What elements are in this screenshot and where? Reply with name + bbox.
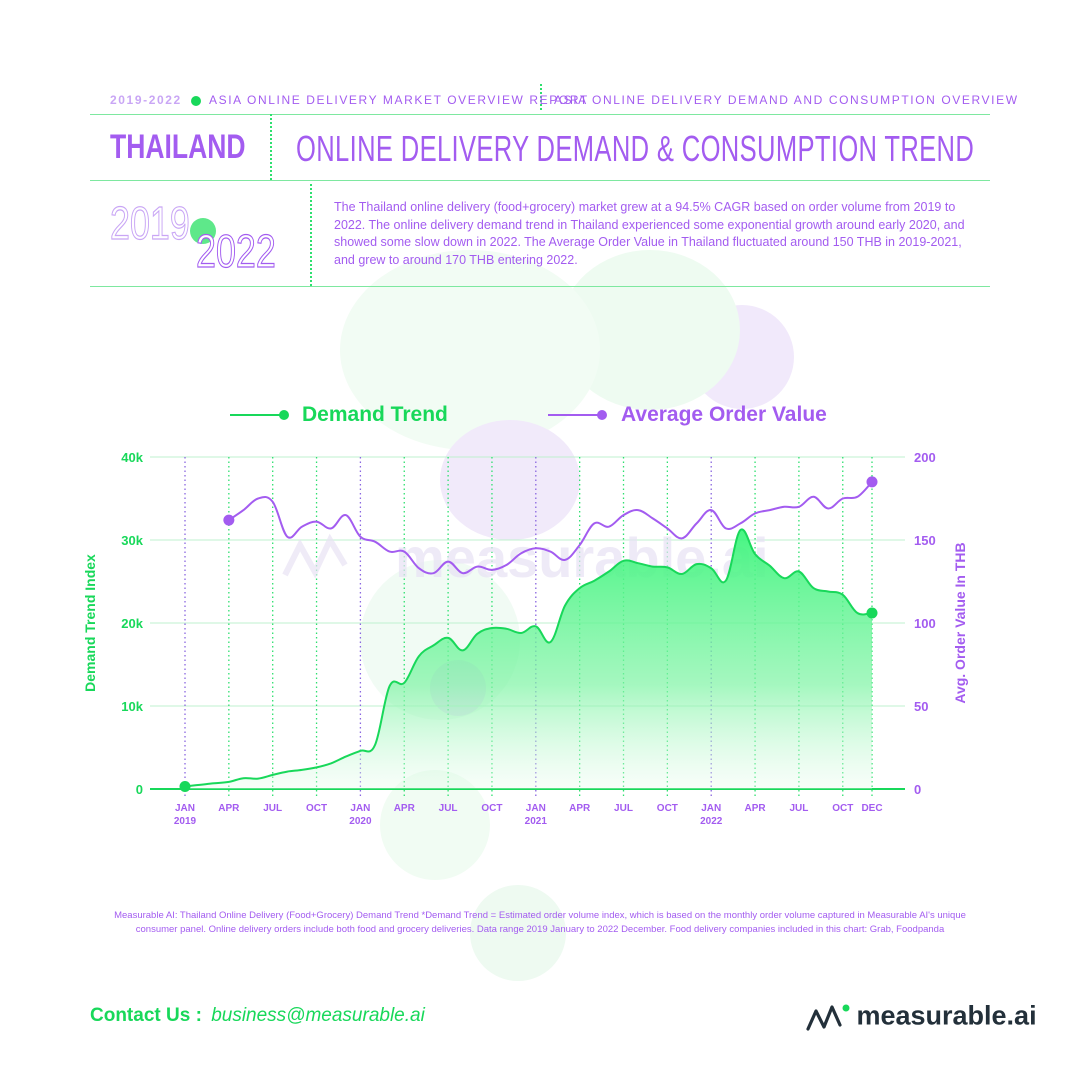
y-left-tick-label: 30k xyxy=(121,533,143,548)
contact-label: Contact Us : xyxy=(90,1005,202,1026)
header-mid-rule xyxy=(90,180,990,181)
legend-aov-swatch-icon xyxy=(548,410,607,420)
legend-demand-swatch-icon xyxy=(230,410,289,420)
aov-line xyxy=(228,481,873,575)
legend-aov xyxy=(548,401,612,434)
year-start: 2019 xyxy=(110,196,191,249)
x-tick-label: APR xyxy=(745,803,767,814)
y-left-tick-label: 0 xyxy=(136,782,143,797)
measurable-logo-icon xyxy=(806,1004,850,1031)
header-top-rule xyxy=(90,114,990,115)
x-tick-label: JUL xyxy=(614,803,633,814)
x-tick-label: DEC xyxy=(861,803,882,814)
x-tick-label: APR xyxy=(394,803,416,814)
x-tick-label: JUL xyxy=(439,803,458,814)
legend-demand xyxy=(230,401,294,434)
legend-demand-label: Demand Trend xyxy=(302,403,448,426)
y-right-tick-label: 100 xyxy=(914,616,936,631)
y-right-tick-label: 150 xyxy=(914,533,936,548)
y-right-tick-label: 0 xyxy=(914,782,921,797)
x-tick-year-label: 2020 xyxy=(349,816,372,827)
y-left-tick-label: 40k xyxy=(121,450,143,465)
country-title: THAILAND xyxy=(110,128,246,166)
demand-start-point xyxy=(179,781,191,793)
demand-area xyxy=(185,529,872,789)
year-end: 2022 xyxy=(196,224,277,277)
header-bottom-rule xyxy=(90,286,990,287)
aov-end-point xyxy=(866,476,878,488)
watermark-logo-icon xyxy=(282,533,348,579)
x-tick-label: OCT xyxy=(481,803,502,814)
year-dot-icon xyxy=(190,218,216,244)
title-divider xyxy=(270,114,272,180)
aov-start-point xyxy=(223,514,235,526)
y-left-tick-label: 20k xyxy=(121,616,143,631)
x-tick-label: JAN xyxy=(526,803,546,814)
report-title: ASIA ONLINE DELIVERY MARKET OVERVIEW REP… xyxy=(209,93,589,107)
description-divider xyxy=(310,184,312,286)
x-tick-label: JAN xyxy=(175,803,195,814)
section-title: ASIA ONLINE DELIVERY DEMAND AND CONSUMPT… xyxy=(554,93,1019,107)
legend-aov-label: Average Order Value xyxy=(621,403,827,426)
year-badge: 2019-2022 xyxy=(110,93,182,107)
y-right-tick-label: 50 xyxy=(914,699,928,714)
y-axis-left-title: Demand Trend Index xyxy=(82,554,98,692)
description-text: The Thailand online delivery (food+groce… xyxy=(334,200,965,267)
x-tick-label: JUL xyxy=(263,803,282,814)
main-title: ONLINE DELIVERY DEMAND & CONSUMPTION TRE… xyxy=(296,128,975,169)
x-tick-label: JAN xyxy=(350,803,370,814)
x-tick-label: APR xyxy=(218,803,240,814)
x-tick-label: JAN xyxy=(701,803,721,814)
x-tick-year-label: 2019 xyxy=(174,816,197,827)
brand-logo: measurable.ai xyxy=(806,999,1037,1033)
demand-line xyxy=(184,528,873,788)
header-divider xyxy=(540,84,542,110)
y-axis-right-title: Avg. Order Value In THB xyxy=(952,542,968,704)
contact-row: Contact Us : business@measurable.ai xyxy=(90,1005,425,1027)
bullet-dot-icon xyxy=(190,95,201,106)
brand-suffix: .ai xyxy=(1006,1000,1037,1031)
x-tick-label: OCT xyxy=(832,803,853,814)
chart-footnote: Measurable AI: Thailand Online Delivery … xyxy=(114,910,966,935)
contact-email-link[interactable]: business@measurable.ai xyxy=(211,1005,425,1026)
demand-end-point xyxy=(866,607,878,619)
y-left-tick-label: 10k xyxy=(121,699,143,714)
x-tick-label: JUL xyxy=(789,803,808,814)
report-title-row: 2019-2022 ASIA ONLINE DELIVERY MARKET OV… xyxy=(110,93,589,107)
y-right-tick-label: 200 xyxy=(914,450,936,465)
x-tick-year-label: 2021 xyxy=(525,816,548,827)
x-tick-year-label: 2022 xyxy=(700,816,723,827)
brand-name: measurable xyxy=(856,1000,1007,1031)
x-tick-label: OCT xyxy=(657,803,678,814)
x-tick-label: OCT xyxy=(306,803,327,814)
x-tick-label: APR xyxy=(569,803,591,814)
